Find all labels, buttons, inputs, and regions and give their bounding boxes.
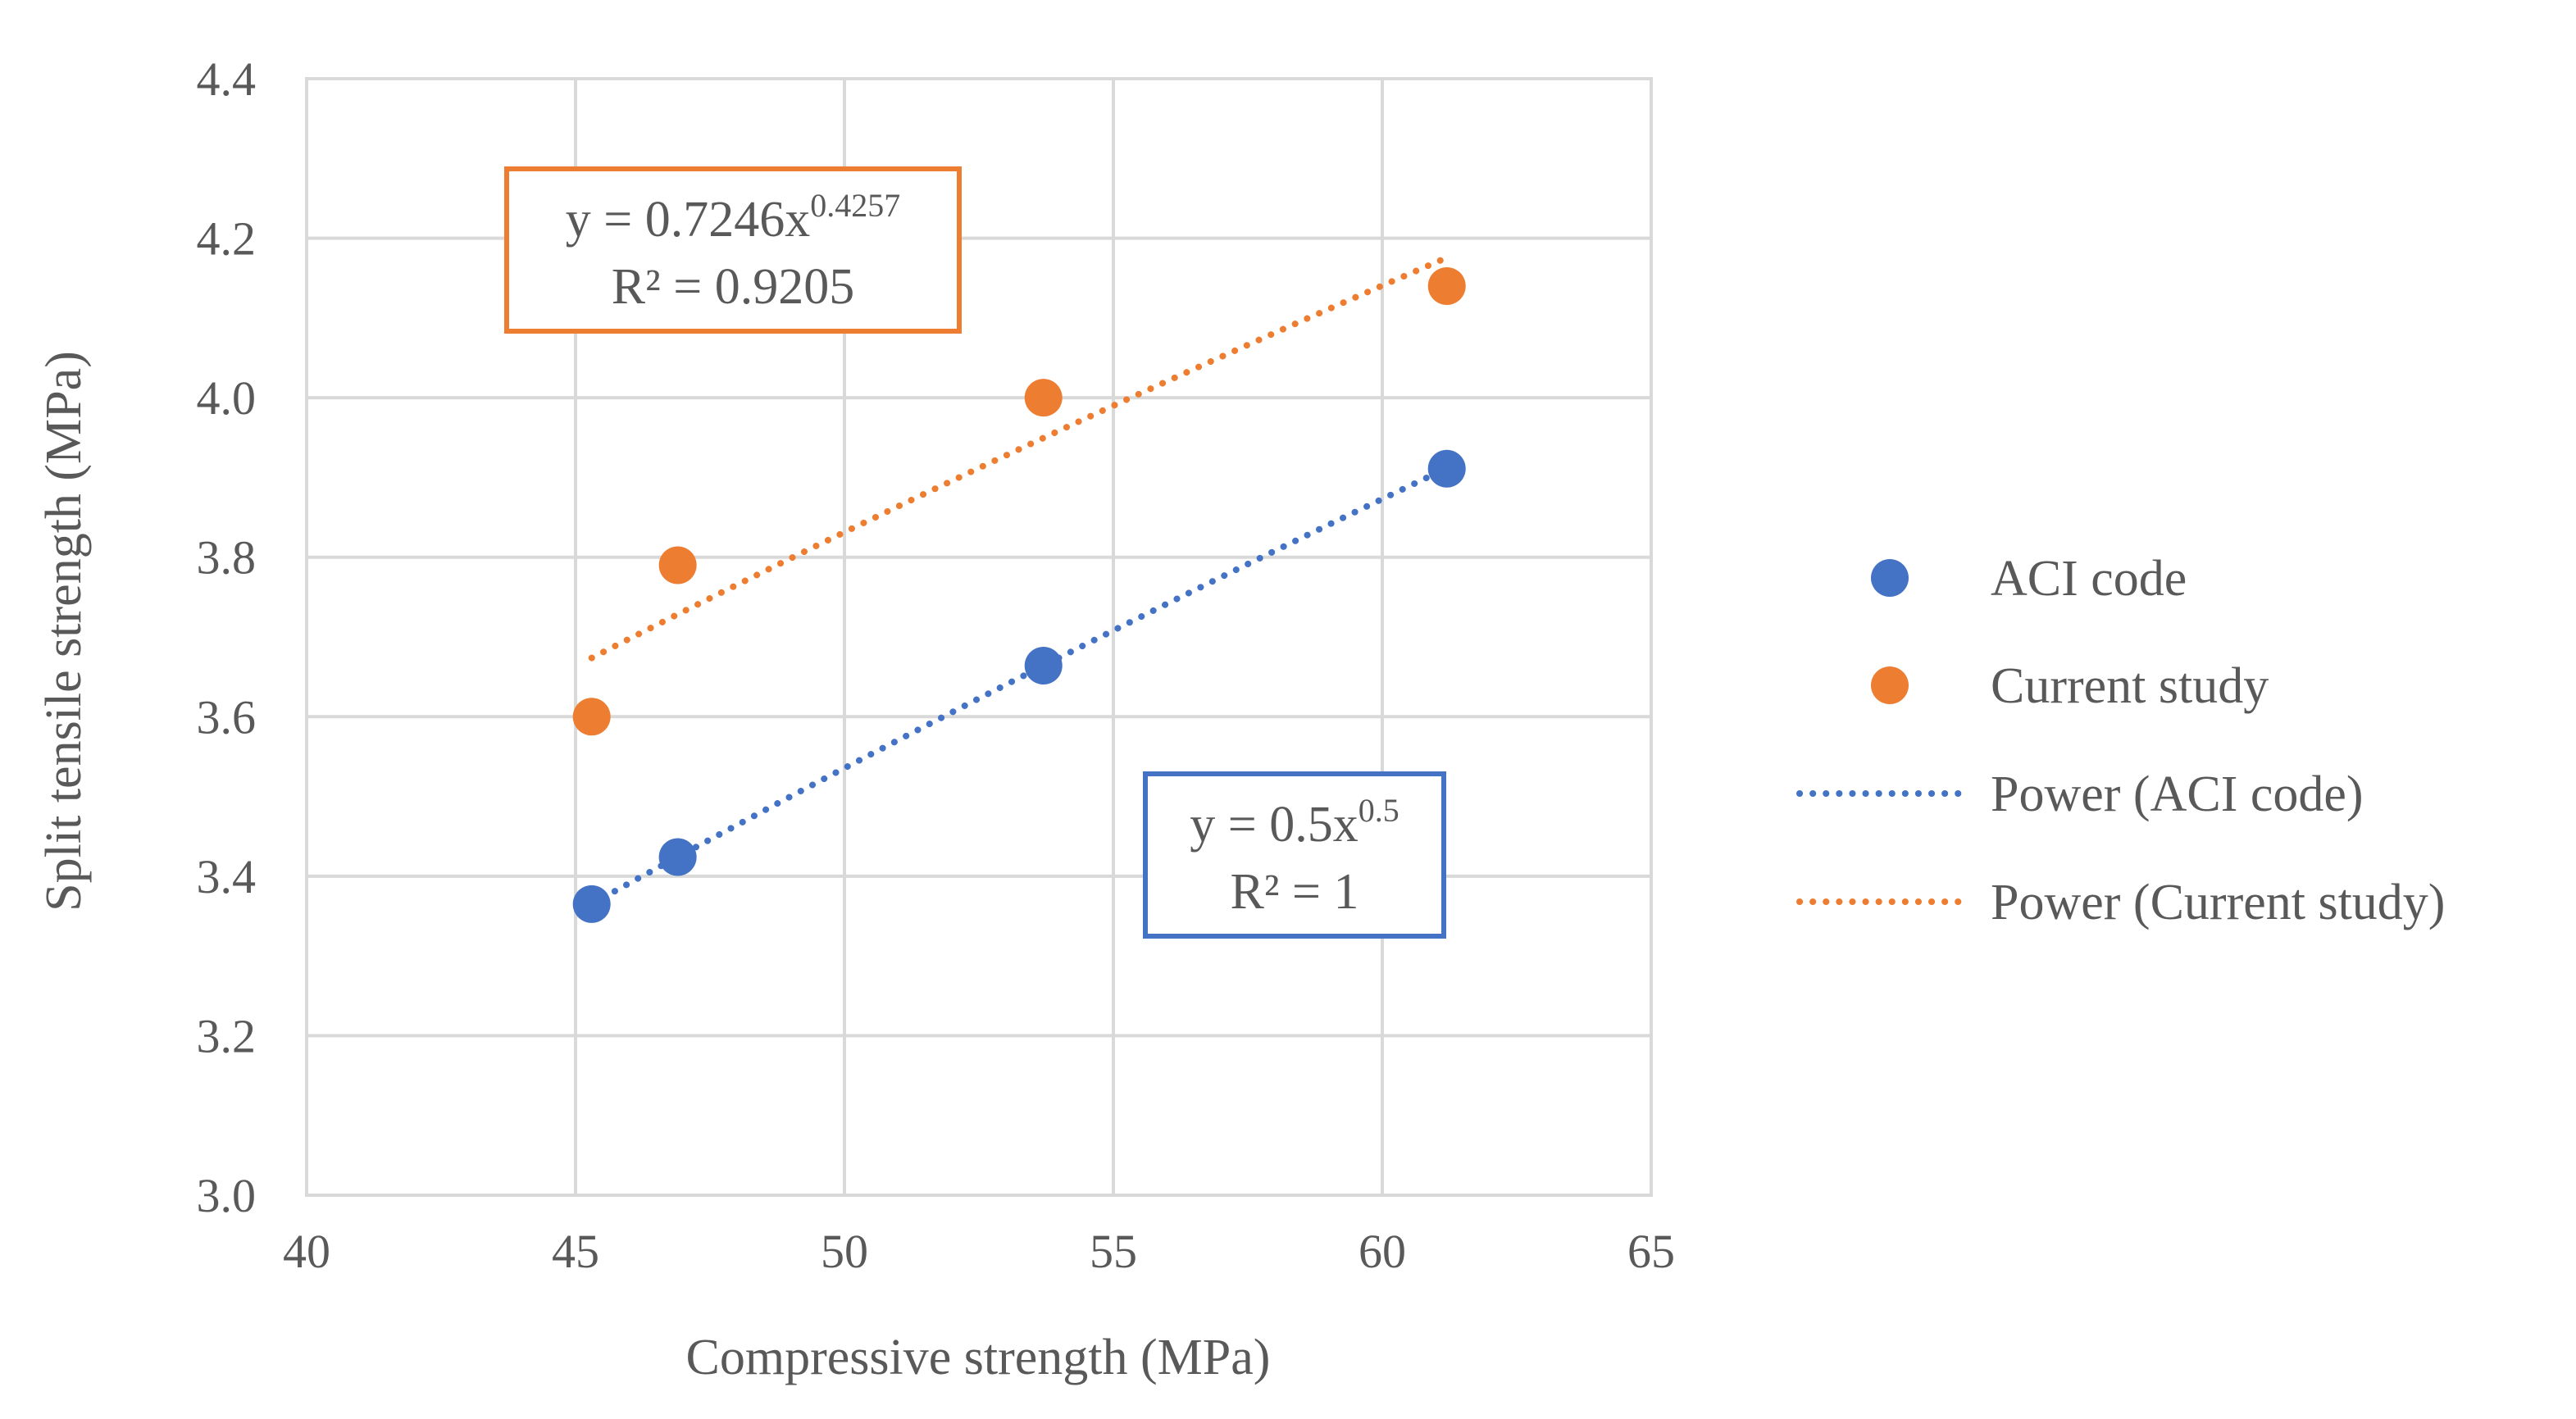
y-tick-label: 3.4 xyxy=(197,850,257,903)
legend-label: Power (Current study) xyxy=(1991,875,2445,930)
data-point xyxy=(572,698,611,736)
legend-marker xyxy=(1871,559,1909,597)
plot-area-border xyxy=(305,77,1653,1197)
y-tick-labels: 3.0 3.2 3.4 3.6 3.8 4.0 4.2 4.4 xyxy=(197,52,257,1222)
y-axis-label: Split tensile strength (MPa) xyxy=(36,351,92,912)
trendline-equation: y = 0.5x0.5 xyxy=(1190,792,1399,853)
y-tick-label: 3.0 xyxy=(197,1169,257,1222)
trendline-r-squared: R² = 1 xyxy=(1231,864,1359,920)
equation-box xyxy=(504,166,962,334)
y-tick-label: 4.2 xyxy=(197,212,257,266)
legend-label: Power (ACI code) xyxy=(1991,766,2364,822)
equation-box xyxy=(1143,771,1446,939)
x-tick-label: 40 xyxy=(283,1225,330,1278)
data-point xyxy=(1427,449,1466,488)
data-point xyxy=(1024,379,1063,417)
data-point xyxy=(572,885,611,923)
x-axis-label: Compressive strength (MPa) xyxy=(686,1330,1271,1385)
legend: ACI code Current study Power (ACI code) Pow… xyxy=(1796,551,2445,930)
data-point xyxy=(1024,647,1063,685)
data-point xyxy=(658,546,697,584)
legend-marker xyxy=(1871,666,1909,704)
trendline-r-squared: R² = 0.9205 xyxy=(612,259,854,315)
x-tick-label: 45 xyxy=(552,1225,599,1278)
x-tick-label: 50 xyxy=(821,1225,868,1278)
equation-boxes: y = 0.5x0.5 R² = 1 y = 0.7246x0.4257 R² = 0… xyxy=(504,166,1446,939)
x-tick-labels: 40 45 50 55 60 65 xyxy=(283,1225,1675,1278)
data-point xyxy=(658,838,697,876)
x-tick-label: 60 xyxy=(1359,1225,1406,1278)
data-point xyxy=(1427,266,1466,305)
y-tick-label: 3.6 xyxy=(197,690,257,744)
x-tick-label: 65 xyxy=(1627,1225,1675,1278)
x-tick-label: 55 xyxy=(1090,1225,1137,1278)
y-tick-label: 3.8 xyxy=(197,531,257,584)
trendline xyxy=(588,254,1450,662)
data-points xyxy=(572,266,1466,923)
y-tick-label: 4.0 xyxy=(197,371,257,425)
legend-label: ACI code xyxy=(1991,551,2187,607)
trendlines xyxy=(588,254,1450,907)
legend-label: Current study xyxy=(1991,658,2269,714)
y-tick-label: 3.2 xyxy=(197,1009,257,1062)
y-tick-label: 4.4 xyxy=(197,52,257,106)
trendline-equation: y = 0.7246x0.4257 xyxy=(566,187,900,248)
